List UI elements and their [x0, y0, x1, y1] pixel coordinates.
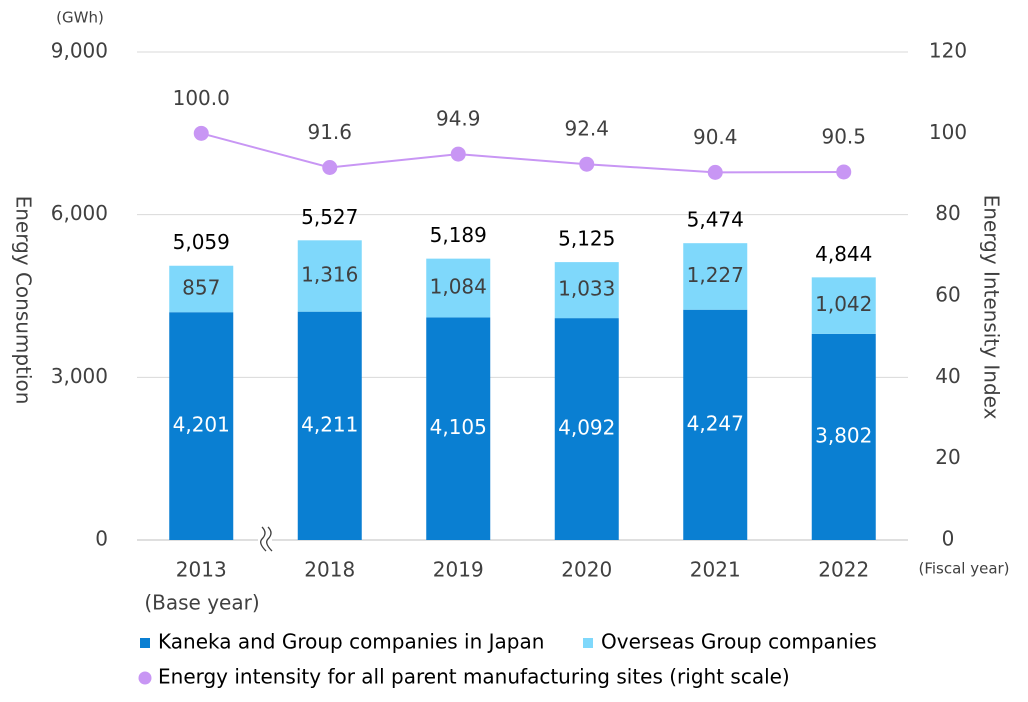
total-label: 5,527	[301, 205, 358, 229]
bar-segment	[426, 317, 491, 540]
y-tick-label: 6,000	[51, 201, 108, 225]
total-label: 5,474	[687, 208, 744, 232]
bar-value-label: 857	[182, 275, 220, 299]
y2-tick-label: 60	[935, 283, 960, 307]
bar-value-label: 1,033	[558, 277, 615, 301]
y-tick-label: 3,000	[51, 364, 108, 388]
y2-tick-label: 20	[935, 445, 960, 469]
bar-value-label: 3,802	[815, 423, 872, 447]
axis-break	[258, 525, 273, 555]
bar-segment	[683, 309, 748, 540]
line-marker	[579, 156, 595, 172]
total-label: 5,059	[173, 230, 230, 254]
legend-marker	[138, 671, 152, 685]
x-tick-label: 2019	[433, 558, 484, 582]
total-label: 5,125	[558, 227, 615, 251]
x-tick-label: 2020	[561, 558, 612, 582]
y-tick-label: 0	[95, 527, 108, 551]
y2-tick-label: 100	[929, 120, 967, 144]
line-value-label: 100.0	[173, 86, 230, 110]
line-value-label: 90.4	[693, 125, 738, 149]
line-marker	[450, 146, 466, 162]
bar-segment	[811, 277, 876, 334]
y-tick-label: 9,000	[51, 39, 108, 63]
bar-value-label: 1,084	[430, 275, 487, 299]
bar-segment	[426, 258, 491, 318]
x-tick-label: 2022	[818, 558, 869, 582]
bar-value-label: 4,247	[687, 411, 744, 435]
bar-segment	[683, 243, 748, 310]
y2-axis-title: Energy Intensity Index	[980, 195, 1004, 420]
base-year-note: (Base year)	[144, 591, 259, 615]
x-unit: (Fiscal year)	[918, 560, 1009, 578]
line-marker	[836, 164, 852, 180]
y2-tick-label: 120	[929, 39, 967, 63]
line	[200, 132, 844, 174]
x-tick-label: 2021	[690, 558, 741, 582]
legend-label: Energy intensity for all parent manufact…	[158, 665, 790, 689]
y-unit: (GWh)	[56, 9, 104, 27]
bar-segment	[554, 262, 619, 319]
bar-value-label: 4,201	[173, 413, 230, 437]
y-axis-title: Energy Consumption	[12, 196, 36, 405]
y2-tick-label: 40	[935, 364, 960, 388]
total-label: 4,844	[815, 242, 872, 266]
bar-value-label: 1,042	[815, 292, 872, 316]
x-tick-label: 2013	[176, 558, 227, 582]
bar-value-label: 4,092	[558, 416, 615, 440]
bar-value-label: 4,105	[430, 415, 487, 439]
legend-marker	[583, 638, 593, 648]
y2-tick-label: 0	[942, 527, 955, 551]
legend-marker	[140, 638, 150, 648]
line-value-label: 91.6	[307, 120, 352, 144]
bar-segment	[554, 318, 619, 540]
bar-value-label: 1,227	[687, 263, 744, 287]
line-marker	[193, 125, 209, 141]
line-marker	[707, 164, 723, 180]
bar-segment	[169, 312, 234, 540]
bar-segment	[811, 333, 876, 540]
line-value-label: 90.5	[821, 124, 866, 148]
line-value-label: 92.4	[564, 117, 609, 141]
bar-segment	[297, 240, 362, 312]
bar-segment	[297, 311, 362, 540]
y2-tick-label: 80	[935, 201, 960, 225]
legend-label: Overseas Group companies	[601, 630, 877, 654]
legend-label: Kaneka and Group companies in Japan	[158, 630, 544, 654]
bar-value-label: 1,316	[301, 262, 358, 286]
line-marker	[322, 159, 338, 175]
total-label: 5,189	[430, 223, 487, 247]
line-value-label: 94.9	[436, 107, 481, 131]
bar-segment	[169, 265, 234, 313]
x-tick-label: 2018	[304, 558, 355, 582]
bar-value-label: 4,211	[301, 412, 358, 436]
